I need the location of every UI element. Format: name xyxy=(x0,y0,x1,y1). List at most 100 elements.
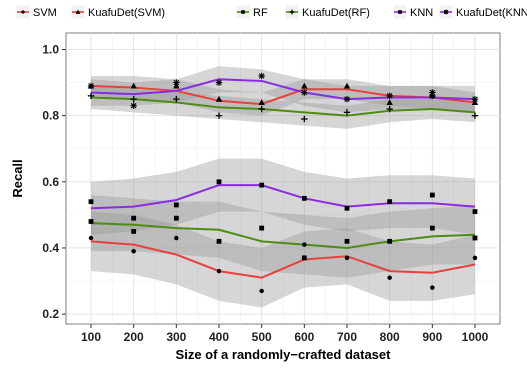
data-point xyxy=(430,285,435,290)
legend-item: KuafuDet(RF) xyxy=(284,4,370,20)
data-point xyxy=(301,255,307,261)
y-axis-title: Recall xyxy=(10,159,25,197)
y-tick-label: 0.8 xyxy=(42,109,59,123)
data-point xyxy=(343,109,351,116)
x-tick-label: 300 xyxy=(166,330,186,344)
y-tick-label: 0.4 xyxy=(42,241,59,255)
data-point xyxy=(472,235,478,241)
data-point xyxy=(173,215,179,221)
confidence-band xyxy=(91,195,475,278)
x-tick-label: 800 xyxy=(380,330,400,344)
y-axis: 0.2 0.4 0.6 0.8 1.0 xyxy=(42,43,66,321)
data-point xyxy=(259,182,265,188)
data-point xyxy=(386,92,393,100)
series-line xyxy=(90,240,476,279)
x-axis-title: Size of a randomly−crafted dataset xyxy=(176,347,392,362)
x-tick-label: 500 xyxy=(252,330,272,344)
x-tick-label: 900 xyxy=(422,330,442,344)
data-point xyxy=(344,255,350,261)
legend-marker xyxy=(443,9,449,15)
data-point xyxy=(386,105,393,113)
legend-marker xyxy=(398,10,402,14)
data-point xyxy=(472,209,478,214)
legend-item: RF xyxy=(235,4,268,20)
legend-label: RF xyxy=(253,7,268,19)
data-point xyxy=(174,235,179,241)
data-point xyxy=(87,82,95,90)
data-point xyxy=(258,105,265,113)
legend-item: KNN xyxy=(392,4,433,20)
data-point xyxy=(88,219,94,224)
data-point xyxy=(301,82,308,89)
data-point xyxy=(387,199,393,205)
data-point xyxy=(344,205,350,211)
y-tick-label: 1.0 xyxy=(42,43,59,57)
data-point xyxy=(88,235,94,241)
data-point xyxy=(472,255,478,261)
data-point xyxy=(131,229,137,234)
confidence-band xyxy=(91,85,475,129)
y-tick-label: 0.6 xyxy=(42,175,59,189)
data-point xyxy=(259,288,264,294)
data-point xyxy=(131,249,136,254)
x-tick-label: 700 xyxy=(337,330,357,344)
series-line xyxy=(90,78,476,101)
data-point xyxy=(258,72,265,80)
legend: SVM KuafuDet(SVM) RF KuafuDet(RF) KNN KuafuDe… xyxy=(15,4,527,20)
data-point xyxy=(215,79,223,86)
data-point xyxy=(387,275,392,280)
confidence-band xyxy=(91,211,475,308)
x-tick-label: 100 xyxy=(81,330,101,344)
x-tick-label: 600 xyxy=(294,330,314,344)
data-point xyxy=(88,199,94,205)
legend-item: SVM xyxy=(15,4,57,20)
legend-marker xyxy=(241,10,245,14)
data-point xyxy=(130,95,137,103)
data-point xyxy=(131,215,137,221)
x-tick-label: 400 xyxy=(209,330,229,344)
data-point xyxy=(130,82,137,89)
data-point xyxy=(301,195,307,201)
data-point xyxy=(301,115,308,123)
data-point xyxy=(429,89,436,96)
data-point xyxy=(471,95,479,103)
legend-marker xyxy=(289,9,295,15)
data-point xyxy=(344,238,350,244)
data-point xyxy=(215,112,223,119)
data-point xyxy=(216,268,222,274)
data-point xyxy=(429,225,435,231)
data-point xyxy=(173,79,180,86)
legend-label: KuafuDet(KNN) xyxy=(456,7,527,19)
data-point xyxy=(173,202,179,208)
plot-area xyxy=(65,32,501,325)
data-point xyxy=(259,225,265,231)
data-point xyxy=(258,99,265,106)
confidence-band xyxy=(91,158,475,235)
legend-label: KuafuDet(RF) xyxy=(302,7,370,19)
data-point xyxy=(87,92,95,100)
legend-label: KuafuDet(SVM) xyxy=(88,7,165,19)
legend-label: SVM xyxy=(33,7,57,19)
data-point xyxy=(387,238,393,244)
x-tick-label: 200 xyxy=(124,330,144,344)
data-point xyxy=(173,95,180,103)
legend-item: KuafuDet(SVM) xyxy=(70,4,165,20)
x-axis: 100 200 300 400 500 600 700 800 900 1000 xyxy=(81,324,489,344)
legend-label: KNN xyxy=(410,7,433,19)
data-point xyxy=(343,95,351,103)
y-tick-label: 0.2 xyxy=(42,307,59,321)
legend-marker xyxy=(21,10,25,14)
data-point xyxy=(301,89,308,96)
data-point xyxy=(343,82,351,89)
legend-item: KuafuDet(KNN) xyxy=(438,4,527,20)
data-point xyxy=(130,102,137,109)
data-point xyxy=(471,112,479,119)
x-tick-label: 1000 xyxy=(462,330,489,344)
data-point xyxy=(302,242,307,247)
data-point xyxy=(215,95,223,102)
data-point xyxy=(216,179,222,185)
data-point xyxy=(429,192,435,198)
series-line xyxy=(90,222,476,249)
